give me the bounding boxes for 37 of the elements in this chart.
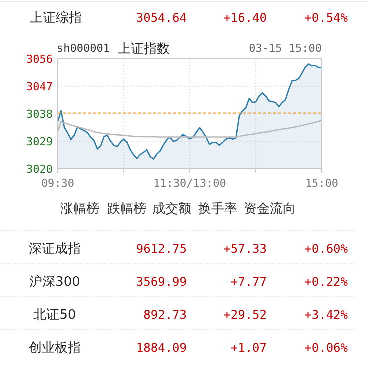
text: 深证成指	[29, 242, 81, 257]
text: +0.22%	[304, 275, 349, 289]
text: 上证综指	[30, 11, 82, 26]
y-tick-label: 3029	[26, 136, 53, 148]
text: 换手率	[198, 201, 238, 217]
text: +29.52	[224, 308, 267, 322]
text: +0.60%	[304, 242, 349, 256]
text: 892.73	[144, 308, 187, 322]
text: 9612.75	[136, 242, 187, 256]
x-tick-label: 15:00	[305, 177, 339, 190]
chart-subtitle: 03-15 15:00	[249, 42, 322, 55]
text: 成交额	[152, 201, 192, 217]
text: 北证50	[34, 308, 76, 323]
text: 3569.99	[136, 275, 187, 289]
text: +0.06%	[304, 341, 349, 355]
text: +16.40	[224, 11, 267, 25]
y-tick-label: 3020	[26, 163, 53, 176]
line-series	[57, 120, 323, 138]
y-tick-label: 3047	[26, 80, 53, 94]
text: +57.33	[224, 242, 267, 256]
chart-title: 上证指数	[118, 42, 170, 57]
y-tick-label: 3056	[26, 53, 53, 66]
y-tick-label: 3038	[26, 108, 53, 121]
text: +1.07	[230, 341, 267, 355]
text: +7.77	[230, 275, 267, 289]
text: +0.54%	[304, 11, 349, 25]
x-tick-label: 11:30/13:00	[154, 177, 226, 190]
text: sh000001	[57, 42, 110, 55]
text: 跌幅榜	[108, 202, 146, 217]
text: 资金流向	[244, 201, 296, 217]
text: +3.42%	[304, 308, 349, 322]
text: 3054.64	[136, 11, 187, 25]
x-tick-label: 09:30	[41, 177, 75, 190]
text: 1884.09	[136, 341, 187, 355]
text: 创业板指	[29, 341, 81, 356]
text: 沪深300	[30, 274, 80, 290]
text: 涨幅榜	[60, 202, 100, 217]
